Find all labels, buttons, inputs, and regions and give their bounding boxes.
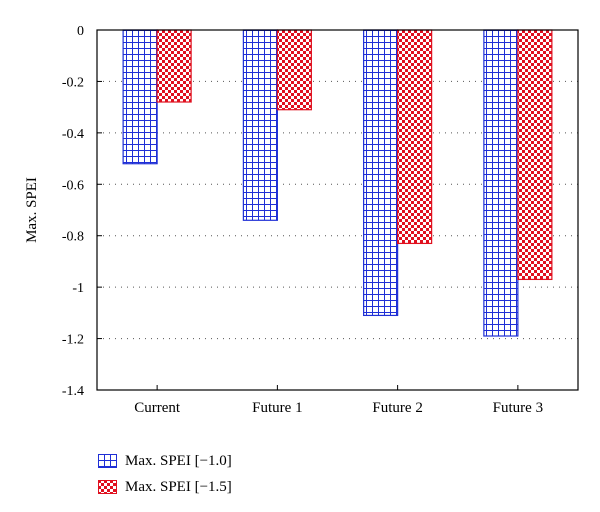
plot-frame <box>96 29 579 391</box>
bar-2-future-1 <box>276 29 312 111</box>
y-tick-label: -1.4 <box>62 384 84 399</box>
y-tick-label: -1.2 <box>62 333 84 348</box>
bars <box>122 29 553 337</box>
y-axis-title: Max. SPEI <box>24 177 40 243</box>
y-tick-label: -1 <box>72 281 84 296</box>
bar-2-future-2 <box>397 29 433 245</box>
legend: Max. SPEI [−1.0] Max. SPEI [−1.5] <box>98 448 232 500</box>
x-tick-label: Future 1 <box>252 400 302 416</box>
bar-1-current <box>122 29 158 165</box>
x-tick-label: Future 2 <box>372 400 422 416</box>
legend-label-series-1: Max. SPEI [−1.0] <box>125 452 232 469</box>
x-tick-label: Future 3 <box>493 400 543 416</box>
x-tick-label: Current <box>134 400 181 416</box>
y-tick-label: -0.2 <box>62 75 84 90</box>
legend-item-series-1: Max. SPEI [−1.0] <box>98 448 232 474</box>
bar-1-future-2 <box>363 29 399 317</box>
chart-svg: 0 -0.2 -0.4 -0.6 -0.8 -1 -1.2 -1.4 Current Futur… <box>24 24 579 416</box>
legend-swatch-grid-icon <box>98 454 117 468</box>
legend-item-series-2: Max. SPEI [−1.5] <box>98 474 232 500</box>
legend-label-series-2: Max. SPEI [−1.5] <box>125 478 232 495</box>
bar-2-future-3 <box>517 29 553 281</box>
gridlines <box>97 80 578 340</box>
y-tick-label: 0 <box>77 24 84 39</box>
bar-2-current <box>156 29 192 103</box>
y-tick-label: -0.6 <box>62 178 84 193</box>
y-tick-label: -0.8 <box>62 230 84 245</box>
legend-swatch-checker-icon <box>98 480 117 494</box>
y-tick-label: -0.4 <box>62 127 84 142</box>
bar-1-future-3 <box>483 29 519 337</box>
x-axis: Current Future 1 Future 2 Future 3 <box>134 385 543 416</box>
y-axis: 0 -0.2 -0.4 -0.6 -0.8 -1 -1.2 -1.4 <box>62 24 102 399</box>
bar-1-future-1 <box>242 29 278 221</box>
